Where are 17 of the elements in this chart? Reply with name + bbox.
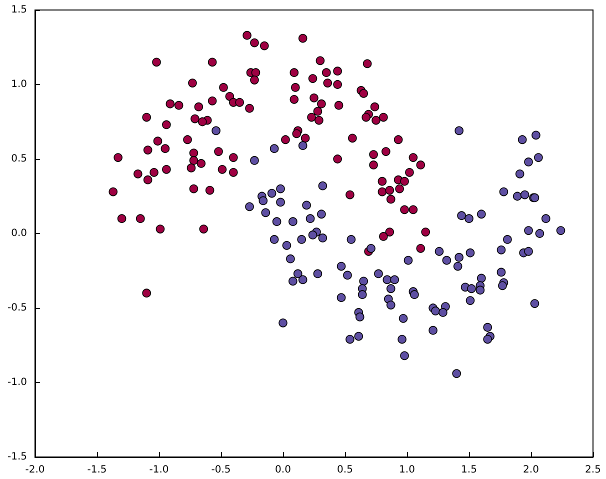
y-tick-label: 0.5 bbox=[11, 154, 27, 164]
y-tick-label: 0.0 bbox=[11, 228, 27, 239]
x-tick-label: -1.5 bbox=[87, 464, 107, 476]
y-tick-label: 1.5 bbox=[11, 4, 27, 16]
x-tick-label: 0.5 bbox=[337, 464, 353, 476]
x-tick-label: 1.0 bbox=[399, 464, 415, 476]
y-tick-label: 1.0 bbox=[11, 79, 27, 90]
y-tick-label: -1.0 bbox=[7, 377, 27, 388]
x-tick-label: 1.5 bbox=[461, 464, 477, 476]
y-tick-label: -0.5 bbox=[7, 302, 27, 314]
x-tick-label: -0.5 bbox=[211, 464, 231, 476]
x-tick-label: 2.0 bbox=[523, 464, 539, 476]
x-tick-label: -2.0 bbox=[25, 464, 45, 476]
x-tick-label: 2.5 bbox=[585, 464, 601, 476]
y-tick-label: -1.5 bbox=[7, 452, 27, 462]
x-tick-label: -1.0 bbox=[149, 464, 169, 476]
x-tick-label: 0.0 bbox=[275, 464, 291, 476]
